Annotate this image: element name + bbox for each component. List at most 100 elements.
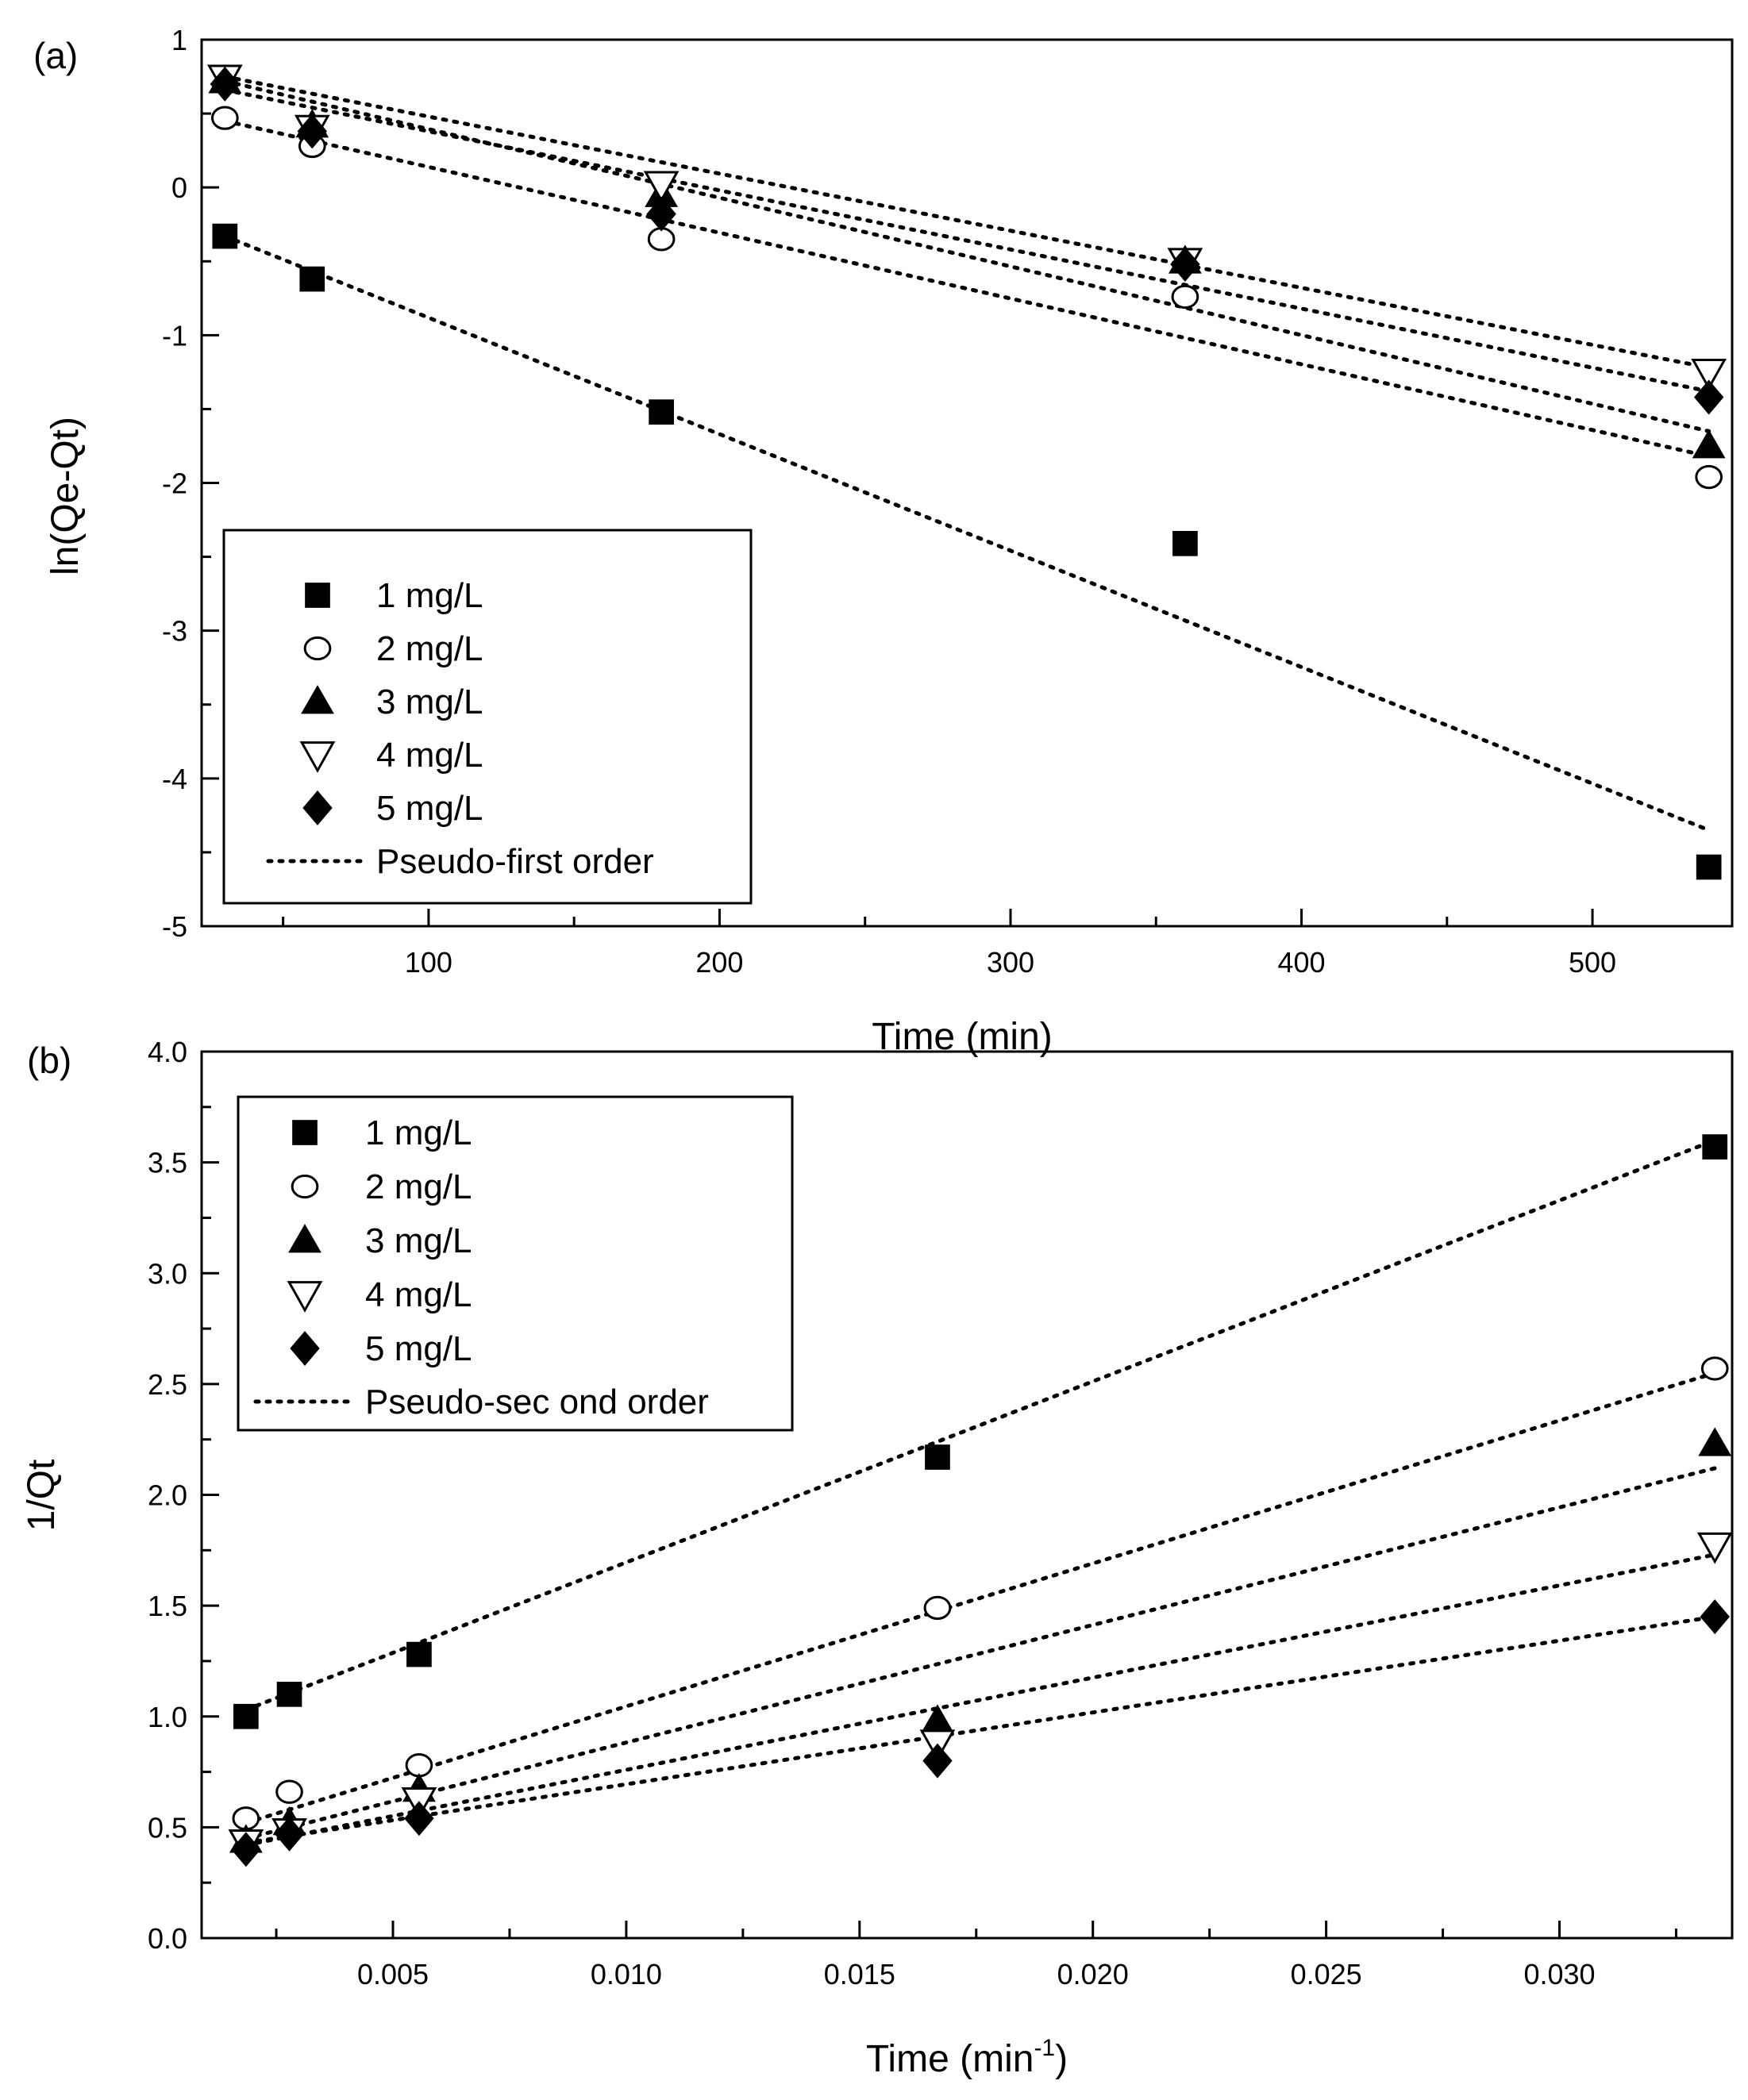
fit-line-2mg bbox=[222, 118, 1711, 459]
panel-a-y-axis-title: ln(Qe-Qt) bbox=[44, 417, 87, 575]
data-point-5mg bbox=[922, 1743, 953, 1779]
legend-entry-3mg: 3 mg/L bbox=[301, 683, 483, 721]
panel-b-x-tick-labels: 0.005 0.010 0.015 0.020 0.025 0.030 bbox=[357, 1958, 1596, 1990]
y-tick-label: 0.0 bbox=[148, 1922, 187, 1955]
x-tick-label: 100 bbox=[405, 946, 452, 979]
legend-entry-fit: Pseudo-first order bbox=[266, 842, 654, 881]
x-tick-label: 0.020 bbox=[1057, 1958, 1129, 1990]
x-tick-label: 400 bbox=[1277, 946, 1325, 979]
data-point-4mg bbox=[1691, 358, 1727, 390]
legend-triangle-down-icon-shape bbox=[299, 741, 336, 773]
legend-square-icon bbox=[305, 583, 330, 608]
y-tick-label: -1 bbox=[162, 319, 187, 352]
panel-b-y-tick-labels: 0.0 0.5 1.0 1.5 2.0 2.5 3.0 3.5 4.0 bbox=[148, 1036, 187, 1955]
panel-b-x-title-main: Time (min bbox=[866, 2038, 1034, 2080]
legend-label-3mg: 3 mg/L bbox=[376, 683, 483, 721]
x-tick-label: 0.025 bbox=[1291, 1958, 1362, 1990]
y-tick-label: 1.0 bbox=[148, 1701, 187, 1733]
data-point-1mg bbox=[233, 1703, 259, 1729]
data-point-3mg bbox=[1698, 1427, 1732, 1456]
y-tick-label: 0.5 bbox=[148, 1811, 187, 1844]
panel-b-tick-marks bbox=[202, 1050, 1677, 1940]
legend-label-5mg: 5 mg/L bbox=[365, 1329, 472, 1368]
legend-diamond-icon-shape bbox=[290, 1331, 320, 1366]
y-tick-label: -2 bbox=[162, 467, 187, 500]
x-tick-label: 0.030 bbox=[1523, 1958, 1595, 1990]
y-tick-label: 1.5 bbox=[148, 1590, 187, 1622]
panel-b-pseudo-second-order: (b) 0.00.51.01.52.02.53.03.54.0 0.005 0.0… bbox=[21, 1036, 1734, 2080]
panel-a-tick-marks bbox=[202, 38, 1594, 928]
legend-triangle-up-icon bbox=[301, 685, 334, 714]
fit-line-3mg bbox=[222, 79, 1711, 433]
legend-entry-4mg: 4 mg/L bbox=[299, 736, 483, 775]
fit-line-3mg bbox=[244, 1466, 1717, 1840]
y-tick-label: 1 bbox=[171, 24, 187, 56]
data-point-1mg bbox=[212, 223, 238, 249]
panel-b-label: (b) bbox=[27, 1040, 71, 1081]
legend-entry-fit: Pseudo-sec ond order bbox=[253, 1383, 709, 1421]
legend-triangle-up-icon bbox=[288, 1224, 321, 1253]
data-point-1mg bbox=[406, 1641, 432, 1667]
x-tick-label: 300 bbox=[987, 946, 1034, 979]
fit-line-1mg bbox=[244, 1138, 1717, 1712]
data-point-1mg bbox=[1702, 1134, 1728, 1160]
data-point-3mg bbox=[1692, 429, 1726, 459]
legend-label-3mg: 3 mg/L bbox=[365, 1221, 472, 1260]
fit-line-5mg bbox=[244, 1614, 1717, 1845]
data-point-5mg bbox=[1693, 379, 1724, 415]
panel-a-y-tick-labels: 1 0 -1 -2 -3 -4 -5 bbox=[162, 24, 187, 943]
legend-diamond-icon bbox=[302, 790, 333, 825]
panel-a-x-tick-labels: 100 200 300 400 500 bbox=[405, 946, 1616, 979]
legend-entry-4mg: 4 mg/L bbox=[287, 1275, 472, 1314]
data-point-5mg bbox=[404, 1801, 434, 1837]
legend-label-5mg: 5 mg/L bbox=[376, 789, 483, 828]
data-point-2mg bbox=[923, 1595, 952, 1621]
x-tick-label: 200 bbox=[695, 946, 743, 979]
panel-a-pseudo-first-order: (a) 1 0 -1 -2 -3 -4 -5 100 200 300 400 500 ln(Qe-Q… bbox=[33, 24, 1734, 1058]
legend-entry-3mg: 3 mg/L bbox=[288, 1221, 472, 1260]
legend-entry-5mg: 5 mg/L bbox=[302, 789, 483, 828]
data-point-5mg bbox=[1170, 246, 1200, 282]
legend-circle-icon-shape bbox=[303, 636, 332, 661]
panel-b-x-title-end: ) bbox=[1055, 2038, 1068, 2080]
data-point-2mg bbox=[275, 1779, 303, 1804]
legend-entry-1mg: 1 mg/L bbox=[305, 576, 483, 615]
legend-square-icon-shape bbox=[305, 583, 330, 608]
data-point-5mg bbox=[210, 66, 241, 102]
legend-entry-2mg: 2 mg/L bbox=[291, 1167, 472, 1206]
legend-circle-icon bbox=[303, 636, 332, 661]
panel-b-data-points bbox=[228, 1134, 1733, 1867]
legend-label-fit-a: Pseudo-first order bbox=[376, 842, 654, 881]
legend-entry-1mg: 1 mg/L bbox=[292, 1113, 472, 1152]
legend-entry-5mg: 5 mg/L bbox=[290, 1329, 472, 1368]
data-point-5mg bbox=[274, 1816, 305, 1852]
panel-b-legend-box bbox=[237, 1095, 794, 1432]
data-point-2mg bbox=[1700, 1356, 1729, 1381]
data-point-1mg bbox=[1696, 854, 1722, 880]
x-tick-label: 500 bbox=[1569, 946, 1616, 979]
data-point-1mg bbox=[649, 399, 674, 425]
panel-a-data-points bbox=[206, 64, 1727, 880]
y-tick-label: 3.0 bbox=[148, 1257, 187, 1290]
legend-triangle-down-icon-shape bbox=[287, 1281, 323, 1313]
legend-entry-2mg: 2 mg/L bbox=[303, 629, 483, 668]
y-tick-label: -5 bbox=[162, 910, 187, 943]
data-point-2mg bbox=[647, 227, 676, 252]
legend-circle-icon-shape bbox=[291, 1174, 319, 1199]
legend-square-icon-shape bbox=[292, 1120, 318, 1145]
legend-diamond-icon bbox=[290, 1331, 320, 1366]
data-point-4mg bbox=[1696, 1532, 1733, 1564]
data-point-5mg bbox=[646, 196, 676, 232]
legend-circle-icon bbox=[291, 1174, 319, 1199]
legend-triangle-down-icon bbox=[287, 1281, 323, 1313]
data-point-2mg bbox=[210, 106, 239, 130]
panel-b-legend: 1 mg/L 2 mg/L 3 mg/L 4 mg/L 5 mg/L Pseud… bbox=[237, 1095, 794, 1432]
legend-triangle-down-icon bbox=[299, 741, 336, 773]
data-point-5mg bbox=[231, 1832, 261, 1867]
data-point-2mg bbox=[1171, 284, 1199, 310]
legend-triangle-up-icon-shape bbox=[301, 685, 334, 714]
data-point-1mg bbox=[1172, 530, 1198, 556]
data-point-1mg bbox=[925, 1444, 950, 1470]
legend-label-fit-b: Pseudo-sec ond order bbox=[365, 1383, 709, 1421]
